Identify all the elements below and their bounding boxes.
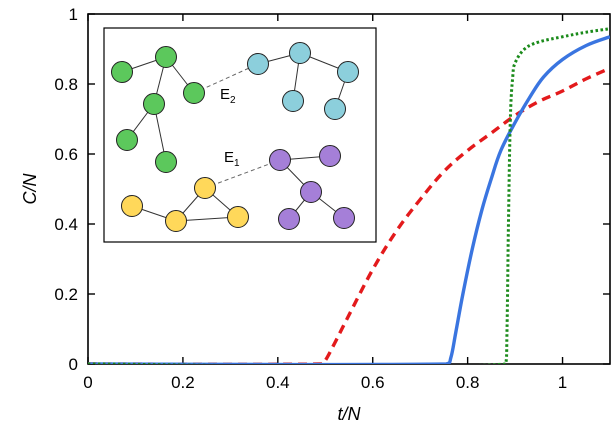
series-line-0 (88, 66, 610, 364)
series-line-1 (88, 35, 610, 364)
data-curves (88, 27, 610, 364)
network-node (183, 82, 205, 104)
network-node (121, 195, 143, 217)
network-node (333, 207, 355, 229)
network-bridge-edge (193, 63, 259, 94)
axis-ticks: 0 0.2 0.4 0.6 0.8 1 0 0.2 0.4 0.6 0.8 1 (54, 5, 610, 392)
network-node (269, 149, 291, 171)
network-node (289, 42, 311, 64)
network-node (300, 181, 322, 203)
network-node (282, 90, 304, 112)
x-tick-label: 0.6 (361, 373, 385, 392)
x-tick-label: 0.8 (456, 373, 480, 392)
x-tick-label: 0.2 (171, 373, 195, 392)
network-node (337, 61, 359, 83)
x-tick-label: 0 (83, 373, 92, 392)
edge-label-e2: E2 (220, 86, 236, 106)
x-tick-label: 1 (558, 373, 567, 392)
edge-label-e1: E1 (224, 149, 240, 169)
y-tick-label: 1 (69, 5, 78, 24)
network-node (116, 129, 138, 151)
x-tick-label: 0.4 (266, 373, 290, 392)
series-line-2 (88, 27, 610, 364)
y-tick-label: 0.2 (54, 285, 78, 304)
inset-network: E2 E1 (103, 27, 377, 243)
network-node (165, 210, 187, 232)
y-tick-label: 0 (69, 355, 78, 374)
y-tick-label: 0.8 (54, 75, 78, 94)
x-axis-label: t/N (337, 404, 361, 424)
network-node (111, 61, 133, 83)
network-node (278, 208, 300, 230)
network-node (155, 151, 177, 173)
network-node (194, 177, 216, 199)
network-node (227, 206, 249, 228)
y-tick-label: 0.4 (54, 215, 78, 234)
y-axis-label: C/N (20, 173, 40, 205)
network-node (319, 145, 341, 167)
y-tick-label: 0.6 (54, 145, 78, 164)
network-node (143, 93, 165, 115)
network-bridge-edge (204, 159, 281, 189)
network-node (247, 53, 269, 75)
network-node (324, 98, 346, 120)
inset-nodes (111, 42, 359, 232)
network-node (155, 46, 177, 68)
